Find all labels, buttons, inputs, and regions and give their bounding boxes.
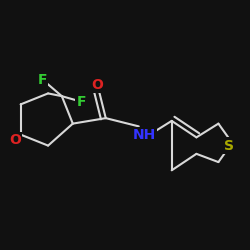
Text: F: F: [38, 73, 47, 87]
Text: O: O: [9, 133, 21, 147]
Text: NH: NH: [132, 128, 156, 141]
Text: S: S: [224, 138, 234, 152]
Text: O: O: [92, 78, 104, 92]
Text: F: F: [76, 95, 86, 109]
